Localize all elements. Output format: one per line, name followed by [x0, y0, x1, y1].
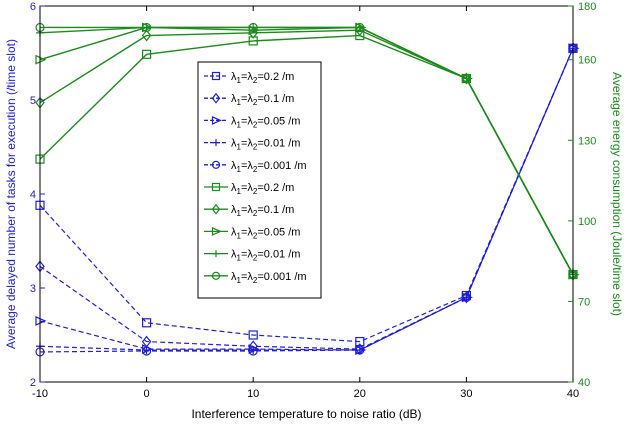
legend-label: λ1=λ2=0.1 /m — [231, 93, 294, 107]
x-tick-label: 0 — [144, 388, 150, 400]
legend-label: λ1=λ2=0.1 /m — [231, 204, 294, 218]
legend: λ1=λ2=0.2 /m λ1=λ2=0.1 /m λ1=λ2=0.05 /m λ1=… — [197, 61, 322, 299]
legend-label: λ1=λ2=0.01 /m — [231, 249, 300, 263]
legend-marker — [212, 139, 220, 147]
legend-lambda-1: λ — [231, 160, 237, 172]
legend-label: λ1=λ2=0.01 /m — [231, 138, 300, 152]
legend-marker — [211, 71, 221, 81]
legend-entry-left-4: λ1=λ2=0.01 /m — [204, 138, 300, 152]
legend-lambda-1: λ — [231, 249, 237, 261]
legend-marker — [211, 182, 221, 192]
left-series-1-point — [248, 330, 258, 340]
legend-marker — [211, 160, 221, 169]
right-y-tick-label: 100 — [578, 216, 596, 228]
legend-label: λ1=λ2=0.2 /m — [231, 182, 294, 196]
legend-entry-left-3: λ1=λ2=0.05 /m — [204, 115, 300, 129]
legend-entry-left-5: λ1=λ2=0.001 /m — [204, 160, 307, 174]
left-series-4-point — [355, 346, 364, 355]
legend-label: λ1=λ2=0.2 /m — [231, 71, 294, 85]
left-series-5-point — [355, 345, 365, 355]
legend-entry-left-1: λ1=λ2=0.2 /m — [204, 71, 294, 85]
legend-box — [197, 61, 322, 299]
legend-lambda-1: λ — [231, 204, 237, 216]
legend-lambda-1: λ — [231, 115, 237, 127]
right-series-5-point — [142, 22, 152, 33]
left-y-tick-label: 6 — [30, 1, 36, 13]
legend-label: λ1=λ2=0.05 /m — [231, 115, 300, 129]
legend-lambda-1: λ — [231, 71, 237, 83]
x-tick-label: 40 — [567, 388, 579, 400]
right-series-line-5 — [40, 26, 574, 275]
axes-layer: -10 0 10 20 30 40 2 3 4 5 6 40 70 100 130 160 180 — [30, 1, 596, 400]
legend-marker — [211, 203, 221, 215]
legend-lambda-1: λ — [231, 182, 237, 194]
left-series-line-3 — [39, 48, 574, 351]
legend-lambda-1: λ — [231, 226, 237, 238]
legend-marker — [211, 226, 222, 236]
right-series-5-point — [355, 22, 365, 33]
legend-marker — [211, 115, 222, 125]
left-series-line-1 — [39, 48, 574, 343]
legend-entry-left-2: λ1=λ2=0.1 /m — [204, 92, 294, 107]
legend-marker — [212, 250, 220, 258]
right-series-5-point — [461, 73, 471, 84]
right-y-tick-label: 40 — [578, 377, 590, 389]
left-y-tick-label: 2 — [30, 377, 36, 389]
x-tick-label: 10 — [247, 388, 259, 400]
left-series-1-point — [142, 318, 152, 328]
legend-label: λ1=λ2=0.001 /m — [231, 271, 307, 285]
right-y-tick-label: 160 — [578, 55, 596, 67]
series-layer — [35, 22, 580, 357]
legend-label: λ1=λ2=0.05 /m — [231, 226, 300, 240]
left-series-5-point — [142, 346, 152, 356]
right-series-2-point — [141, 29, 152, 42]
x-axis-label: Interference temperature to noise ratio … — [191, 407, 421, 421]
legend-entry-right-3: λ1=λ2=0.05 /m — [204, 226, 300, 240]
left-series-5-point — [248, 346, 258, 356]
left-series-5-point — [461, 292, 471, 302]
left-series-4-point — [462, 293, 471, 302]
left-y-axis-label: Average delayed number of tasks for exec… — [4, 39, 18, 349]
x-tick-label: 30 — [460, 388, 472, 400]
left-y-tick-label: 5 — [30, 95, 36, 107]
legend-entry-right-2: λ1=λ2=0.1 /m — [204, 203, 294, 218]
right-y-tick-label: 180 — [578, 1, 596, 13]
left-y-tick-label: 3 — [30, 283, 36, 295]
right-y-tick-label: 130 — [578, 135, 596, 147]
legend-marker — [211, 92, 221, 104]
legend-label: λ1=λ2=0.001 /m — [231, 160, 307, 174]
legend-lambda-1: λ — [231, 93, 237, 105]
x-tick-label: -10 — [32, 388, 48, 400]
left-series-line-5 — [39, 48, 574, 353]
legend-lambda-1: λ — [231, 271, 237, 283]
x-tick-label: 20 — [354, 388, 366, 400]
legend-entry-right-1: λ1=λ2=0.2 /m — [204, 182, 294, 196]
legend-entry-right-4: λ1=λ2=0.01 /m — [204, 249, 300, 263]
legend-marker — [211, 271, 221, 280]
left-y-tick-label: 4 — [30, 189, 36, 201]
legend-entry-right-5: λ1=λ2=0.001 /m — [204, 271, 307, 285]
right-series-5-point — [248, 22, 258, 33]
right-y-axis-label: Average energy consumption (Joule/time s… — [610, 72, 624, 316]
right-series-1-point — [142, 49, 152, 59]
right-y-tick-label: 70 — [578, 296, 590, 308]
legend-lambda-1: λ — [231, 138, 237, 150]
